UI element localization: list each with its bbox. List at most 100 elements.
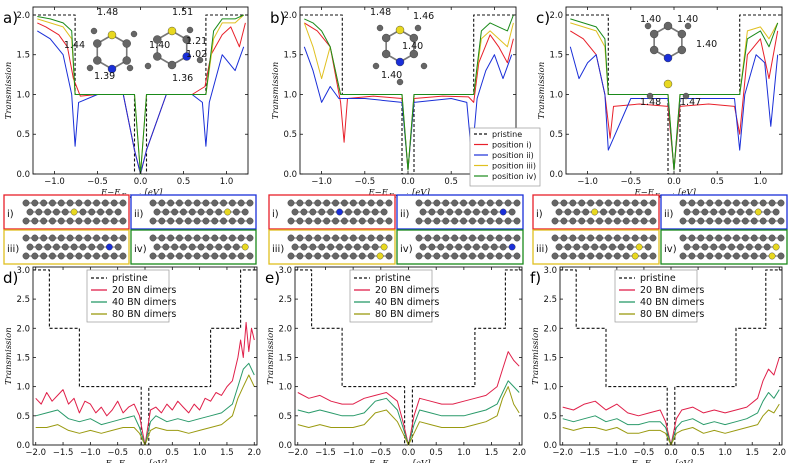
atom	[750, 252, 758, 260]
atom	[640, 252, 648, 260]
atom	[57, 217, 65, 225]
atom	[196, 56, 204, 64]
x-tick-label: −2.0	[287, 448, 308, 458]
atom	[237, 252, 245, 260]
atom	[733, 252, 740, 260]
atom	[75, 199, 83, 207]
atom	[167, 234, 175, 242]
atom	[682, 92, 690, 100]
atom	[31, 252, 39, 260]
y-tick-label: 2.5	[543, 295, 557, 305]
atom	[415, 234, 423, 242]
atom	[224, 208, 231, 216]
atom	[415, 199, 423, 207]
atom	[349, 217, 357, 225]
atom	[560, 217, 568, 225]
atom	[622, 234, 630, 242]
atom	[232, 208, 240, 216]
atom	[555, 208, 563, 216]
atom	[473, 208, 480, 216]
atom	[697, 252, 705, 260]
series-line	[562, 357, 780, 446]
series-line	[35, 374, 255, 446]
atom	[495, 199, 503, 207]
x-tick-label: 0.5	[166, 448, 180, 458]
atom	[26, 243, 34, 251]
atom	[385, 217, 393, 225]
atom	[569, 199, 577, 207]
atom	[345, 243, 352, 251]
atom	[578, 252, 586, 260]
atom	[31, 234, 39, 242]
atom	[688, 217, 696, 225]
atom	[646, 92, 654, 100]
y-tick-label: 1.5	[278, 353, 292, 363]
y-tick-label: 1.5	[543, 353, 557, 363]
atom	[763, 208, 771, 216]
atom	[481, 243, 489, 251]
atom	[591, 243, 599, 251]
atom	[206, 243, 214, 251]
atom	[728, 208, 735, 216]
atom	[679, 217, 687, 225]
x-tick-label: 1.0	[754, 177, 768, 187]
series-line	[35, 321, 255, 446]
x-tick-label: 0.0	[134, 177, 148, 187]
structure-strip-iv: iv)	[660, 229, 788, 265]
atom	[220, 199, 227, 207]
atom	[31, 217, 39, 225]
atom	[508, 243, 516, 251]
atom	[442, 199, 450, 207]
atom	[763, 243, 771, 251]
position-label: iv)	[664, 244, 677, 255]
atom	[750, 217, 758, 225]
atom	[130, 30, 138, 38]
atom	[362, 243, 370, 251]
atom	[706, 217, 714, 225]
atom	[184, 234, 192, 242]
atom	[176, 234, 183, 242]
atom	[44, 243, 52, 251]
y-tick-label: 0.5	[283, 130, 297, 140]
atom	[228, 199, 236, 207]
atom	[107, 64, 117, 74]
atom	[409, 33, 419, 43]
atom	[314, 252, 322, 260]
structure-strip-ii: ii)	[396, 194, 524, 230]
atom	[291, 208, 299, 216]
atom	[737, 208, 744, 216]
atom	[759, 199, 767, 207]
x-tick-label: −1.5	[53, 448, 74, 458]
bond-length: 1.40	[677, 14, 698, 25]
atom	[777, 234, 785, 242]
atom	[287, 252, 295, 260]
atom	[551, 199, 559, 207]
atom	[176, 199, 183, 207]
position-label: i)	[272, 209, 279, 220]
atom	[358, 199, 366, 207]
y-tick-label: 0.0	[278, 441, 292, 451]
atom	[605, 234, 612, 242]
atom	[358, 252, 366, 260]
atom	[332, 217, 339, 225]
atom	[688, 234, 696, 242]
x-tick-label: 2.0	[248, 448, 262, 458]
atom	[291, 243, 299, 251]
atom	[777, 199, 785, 207]
atom	[772, 208, 780, 216]
atom	[228, 252, 236, 260]
atom	[605, 217, 612, 225]
atom	[596, 199, 603, 207]
atom	[513, 234, 521, 242]
atom	[93, 56, 102, 65]
atom	[367, 234, 375, 242]
atom	[591, 208, 599, 216]
atom	[122, 39, 131, 48]
atom	[376, 217, 384, 225]
atom	[57, 199, 65, 207]
atom	[446, 243, 454, 251]
atom	[724, 252, 731, 260]
atom	[305, 217, 313, 225]
atom	[582, 243, 590, 251]
